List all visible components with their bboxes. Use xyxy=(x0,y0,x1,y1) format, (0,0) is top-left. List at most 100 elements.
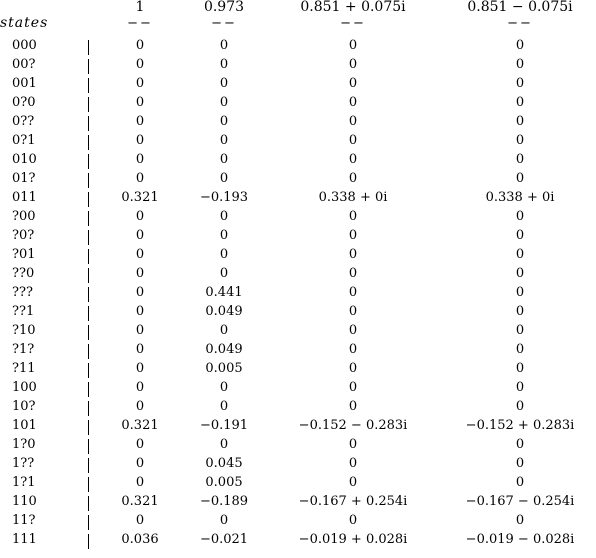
table-cell: −0.167 − 0.254i xyxy=(465,494,575,509)
state-label: 110 xyxy=(12,494,37,509)
table-cell: 0 xyxy=(348,342,358,357)
table-row: 10? 0 0 0 0 xyxy=(0,399,596,418)
column-header-4: 0.851 − 0.075i xyxy=(467,0,573,15)
table-cell: 0.338 + 0i xyxy=(318,190,388,205)
table-cell: 0 xyxy=(219,76,229,91)
state-label: 010 xyxy=(12,152,37,167)
table-cell: 0 xyxy=(135,114,145,129)
state-label: 1?0 xyxy=(12,437,36,452)
table-cell: 0 xyxy=(348,513,358,528)
table-cell: −0.021 xyxy=(199,532,249,547)
row-divider xyxy=(88,439,89,454)
table-row: ??1 0 0.049 0 0 xyxy=(0,304,596,323)
table-cell: 0.036 xyxy=(121,532,159,547)
state-label: ??? xyxy=(12,285,33,300)
table-row: 01? 0 0 0 0 xyxy=(0,171,596,190)
state-label: 111 xyxy=(12,532,37,547)
table-cell: 0 xyxy=(348,475,358,490)
table-cell: −0.152 + 0.283i xyxy=(465,418,575,433)
table-cell: 0 xyxy=(515,380,525,395)
table-cell: 0 xyxy=(219,513,229,528)
table-cell: 0 xyxy=(515,399,525,414)
row-divider xyxy=(88,135,89,150)
table-row: 0?0 0 0 0 0 xyxy=(0,95,596,114)
table-cell: 0 xyxy=(219,266,229,281)
table-row: 100 0 0 0 0 xyxy=(0,380,596,399)
row-divider xyxy=(88,401,89,416)
table-cell: 0 xyxy=(135,456,145,471)
state-label: ?01 xyxy=(12,247,36,262)
table-cell: 0 xyxy=(135,57,145,72)
table-cell: 0 xyxy=(135,266,145,281)
row-divider xyxy=(88,477,89,492)
table-row: 0?? 0 0 0 0 xyxy=(0,114,596,133)
table-cell: 0 xyxy=(135,247,145,262)
row-divider xyxy=(88,40,89,55)
table-cell: 0 xyxy=(348,57,358,72)
row-divider xyxy=(88,192,89,207)
states-label: states xyxy=(0,15,49,31)
table-cell: −0.152 − 0.283i xyxy=(298,418,408,433)
row-divider xyxy=(88,97,89,112)
separator-4: −− xyxy=(507,16,533,31)
table-cell: 0 xyxy=(348,209,358,224)
row-divider xyxy=(88,325,89,340)
table-cell: 0.321 xyxy=(121,494,159,509)
table-cell: 0 xyxy=(515,475,525,490)
table-cell: 0 xyxy=(135,152,145,167)
table-cell: 0 xyxy=(348,171,358,186)
separator-1: −− xyxy=(127,16,153,31)
row-divider xyxy=(88,515,89,530)
table-row: 1?0 0 0 0 0 xyxy=(0,437,596,456)
row-divider xyxy=(88,154,89,169)
state-label: 01? xyxy=(12,171,36,186)
table-cell: 0 xyxy=(348,266,358,281)
table-cell: 0 xyxy=(135,361,145,376)
table-cell: 0 xyxy=(348,323,358,338)
state-label: 0?1 xyxy=(12,133,36,148)
column-header-1: 1 xyxy=(135,0,145,15)
row-divider xyxy=(88,420,89,435)
table-cell: 0.321 xyxy=(121,418,159,433)
column-header-2: 0.973 xyxy=(203,0,245,15)
row-divider xyxy=(88,287,89,302)
table-row: ?00 0 0 0 0 xyxy=(0,209,596,228)
table-cell: −0.191 xyxy=(199,418,249,433)
table-cell: 0 xyxy=(135,399,145,414)
row-divider xyxy=(88,496,89,511)
row-divider xyxy=(88,230,89,245)
table-cell: 0 xyxy=(135,342,145,357)
separator-2: −− xyxy=(211,16,237,31)
table-cell: 0 xyxy=(515,247,525,262)
table-cell: 0 xyxy=(515,152,525,167)
table-cell: 0 xyxy=(515,76,525,91)
row-divider xyxy=(88,78,89,93)
table-row: 1?1 0 0.005 0 0 xyxy=(0,475,596,494)
table-cell: 0 xyxy=(515,342,525,357)
table-cell: 0.049 xyxy=(205,342,243,357)
state-label: ?10 xyxy=(12,323,36,338)
column-header-3: 0.851 + 0.075i xyxy=(300,0,406,15)
table-row: ??? 0 0.441 0 0 xyxy=(0,285,596,304)
state-label: 101 xyxy=(12,418,37,433)
table-cell: 0 xyxy=(515,361,525,376)
table-cell: 0 xyxy=(515,57,525,72)
row-divider xyxy=(88,268,89,283)
state-label: 10? xyxy=(12,399,36,414)
table-cell: 0 xyxy=(515,323,525,338)
state-label: ?0? xyxy=(12,228,35,243)
table-cell: 0 xyxy=(515,304,525,319)
state-label: 11? xyxy=(12,513,36,528)
table-row: 010 0 0 0 0 xyxy=(0,152,596,171)
state-label: 1?? xyxy=(12,456,35,471)
table-cell: −0.167 + 0.254i xyxy=(298,494,408,509)
table-cell: 0 xyxy=(515,114,525,129)
table-cell: 0 xyxy=(219,209,229,224)
table-cell: 0.338 + 0i xyxy=(485,190,555,205)
table-cell: 0 xyxy=(348,114,358,129)
table-cell: 0 xyxy=(348,228,358,243)
table-cell: 0 xyxy=(348,95,358,110)
table-cell: 0 xyxy=(348,285,358,300)
table-cell: 0 xyxy=(219,57,229,72)
table-row: 001 0 0 0 0 xyxy=(0,76,596,95)
